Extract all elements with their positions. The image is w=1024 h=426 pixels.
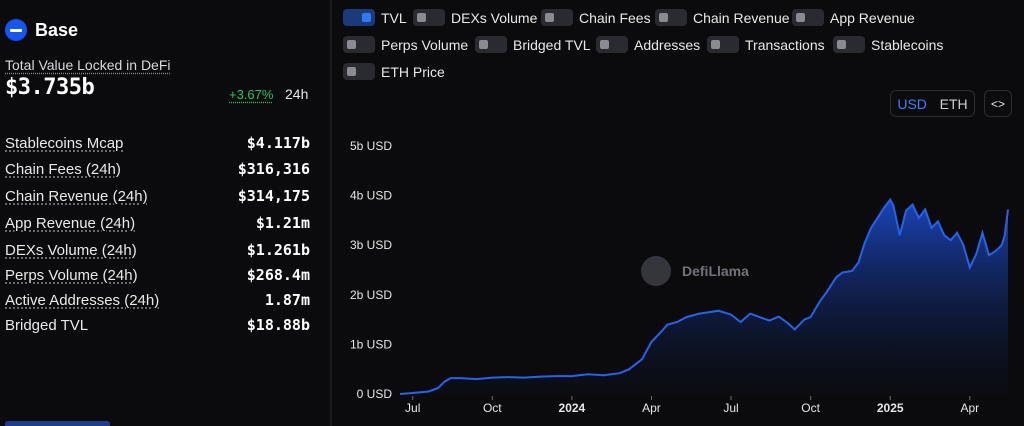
stat-label: Active Addresses (24h)	[5, 292, 160, 309]
stat-label: Chain Fees (24h)	[5, 161, 121, 178]
stat-row: Chain Fees (24h) $316,316	[5, 159, 310, 186]
toggle-switch[interactable]	[343, 9, 375, 26]
toggle-switch[interactable]	[792, 9, 824, 26]
bottom-button-edge[interactable]	[5, 421, 110, 426]
chain-header: Base	[5, 19, 78, 41]
toggle-switch[interactable]	[413, 9, 445, 26]
watermark: DefiLlama	[641, 256, 749, 286]
toggle-perps-volume[interactable]: Perps Volume	[343, 36, 468, 53]
y-tick-label: 5b USD	[350, 139, 392, 153]
chain-name: Base	[35, 19, 79, 40]
stat-value: $1.261b	[246, 241, 310, 259]
tvl-area	[400, 199, 1008, 394]
embed-code-button[interactable]: <>	[984, 90, 1012, 117]
toggle-switch[interactable]	[343, 36, 375, 53]
panel-divider	[330, 0, 332, 426]
toggle-switch[interactable]	[343, 63, 375, 80]
x-tick-label: 2024	[559, 401, 586, 415]
stat-value: $4.117b	[246, 134, 310, 152]
toggle-switch[interactable]	[655, 9, 687, 26]
tvl-label: Total Value Locked in DeFi	[5, 57, 171, 73]
stat-value: $268.4m	[246, 266, 310, 284]
stat-value: $1.21m	[255, 214, 310, 232]
x-tick-label: Apr	[642, 401, 661, 415]
toggle-bridged-tvl[interactable]: Bridged TVL	[475, 36, 591, 53]
toggle-label: DEXs Volume	[451, 9, 538, 26]
toggle-label: ETH Price	[381, 63, 445, 80]
toggle-dexs-volume[interactable]: DEXs Volume	[413, 9, 537, 26]
stat-row: Stablecoins Mcap $4.117b	[5, 133, 310, 159]
toggle-transactions[interactable]: Transactions	[707, 36, 825, 53]
toggle-label: Transactions	[745, 36, 825, 53]
tvl-line	[399, 197, 1009, 395]
toggle-label: Stablecoins	[871, 36, 944, 53]
stat-label: Perps Volume (24h)	[5, 267, 138, 284]
toggle-label: Chain Fees	[579, 9, 651, 26]
stat-row: DEXs Volume (24h) $1.261b	[5, 240, 310, 265]
toggle-label: Addresses	[634, 36, 701, 53]
y-tick-label: 3b USD	[350, 238, 392, 252]
defillama-logo-icon	[641, 256, 671, 286]
stat-row: Chain Revenue (24h) $314,175	[5, 186, 310, 213]
toggle-chain-fees[interactable]: Chain Fees	[541, 9, 651, 26]
x-tick-label: 2025	[877, 401, 904, 415]
toggle-tvl[interactable]: TVL	[343, 9, 407, 26]
x-tick-label: Jul	[723, 401, 738, 415]
toggle-label: Bridged TVL	[513, 36, 591, 53]
stat-label: App Revenue (24h)	[5, 215, 136, 232]
toggle-addresses[interactable]: Addresses	[596, 36, 700, 53]
toggle-app-revenue[interactable]: App Revenue	[792, 9, 915, 26]
currency-usd-option[interactable]: USD	[897, 95, 927, 112]
toggle-chain-revenue[interactable]: Chain Revenue	[655, 9, 790, 26]
stat-row: Perps Volume (24h) $268.4m	[5, 265, 310, 290]
stat-value: $316,316	[237, 160, 310, 178]
stat-label: Stablecoins Mcap	[5, 135, 124, 152]
tvl-chart: 0 USD 1b USD 2b USD 3b USD 4b USD 5b USD Jul O…	[350, 139, 1009, 415]
x-tick-label: Oct	[483, 401, 502, 415]
stat-row: App Revenue (24h) $1.21m	[5, 213, 310, 240]
stats-list: Stablecoins Mcap $4.117b Chain Fees (24h…	[5, 133, 310, 340]
toggle-switch[interactable]	[707, 36, 739, 53]
y-tick-label: 1b USD	[350, 337, 392, 351]
y-tick-label: 4b USD	[350, 189, 392, 203]
toggle-switch[interactable]	[475, 36, 507, 53]
currency-toggle: USD ETH	[890, 90, 975, 117]
toggle-label: TVL	[381, 9, 407, 26]
stat-row: Bridged TVL $18.88b	[5, 315, 310, 340]
currency-eth-option[interactable]: ETH	[939, 95, 968, 112]
base-logo-icon	[5, 19, 27, 41]
toggle-label: Perps Volume	[381, 36, 469, 53]
stat-value: $18.88b	[246, 316, 310, 334]
watermark-text: DefiLlama	[682, 263, 749, 279]
tvl-period: 24h	[285, 86, 309, 102]
stat-row: Active Addresses (24h) 1.87m	[5, 290, 310, 315]
x-tick-label: Apr	[960, 401, 979, 415]
toggle-label: App Revenue	[830, 9, 915, 26]
toggle-switch[interactable]	[541, 9, 573, 26]
toggle-eth-price[interactable]: ETH Price	[343, 63, 445, 80]
y-tick-label: 2b USD	[350, 288, 392, 302]
x-tick-label: Jul	[405, 401, 420, 415]
tvl-value: $3.735b	[5, 75, 95, 100]
stat-label: DEXs Volume (24h)	[5, 242, 137, 259]
toggle-switch[interactable]	[833, 36, 865, 53]
stat-label: Bridged TVL	[5, 317, 89, 334]
tvl-change: +3.67%	[229, 87, 274, 102]
toggle-label: Chain Revenue	[693, 9, 790, 26]
toggle-stablecoins[interactable]: Stablecoins	[833, 36, 943, 53]
x-tick-label: Oct	[801, 401, 820, 415]
toggle-switch[interactable]	[596, 36, 628, 53]
stat-value: $314,175	[237, 187, 310, 205]
chain-overview-panel: Base Total Value Locked in DeFi $3.735b …	[0, 0, 324, 426]
y-tick-label: 0 USD	[357, 387, 393, 401]
stat-value: 1.87m	[264, 291, 310, 309]
stat-label: Chain Revenue (24h)	[5, 188, 148, 205]
